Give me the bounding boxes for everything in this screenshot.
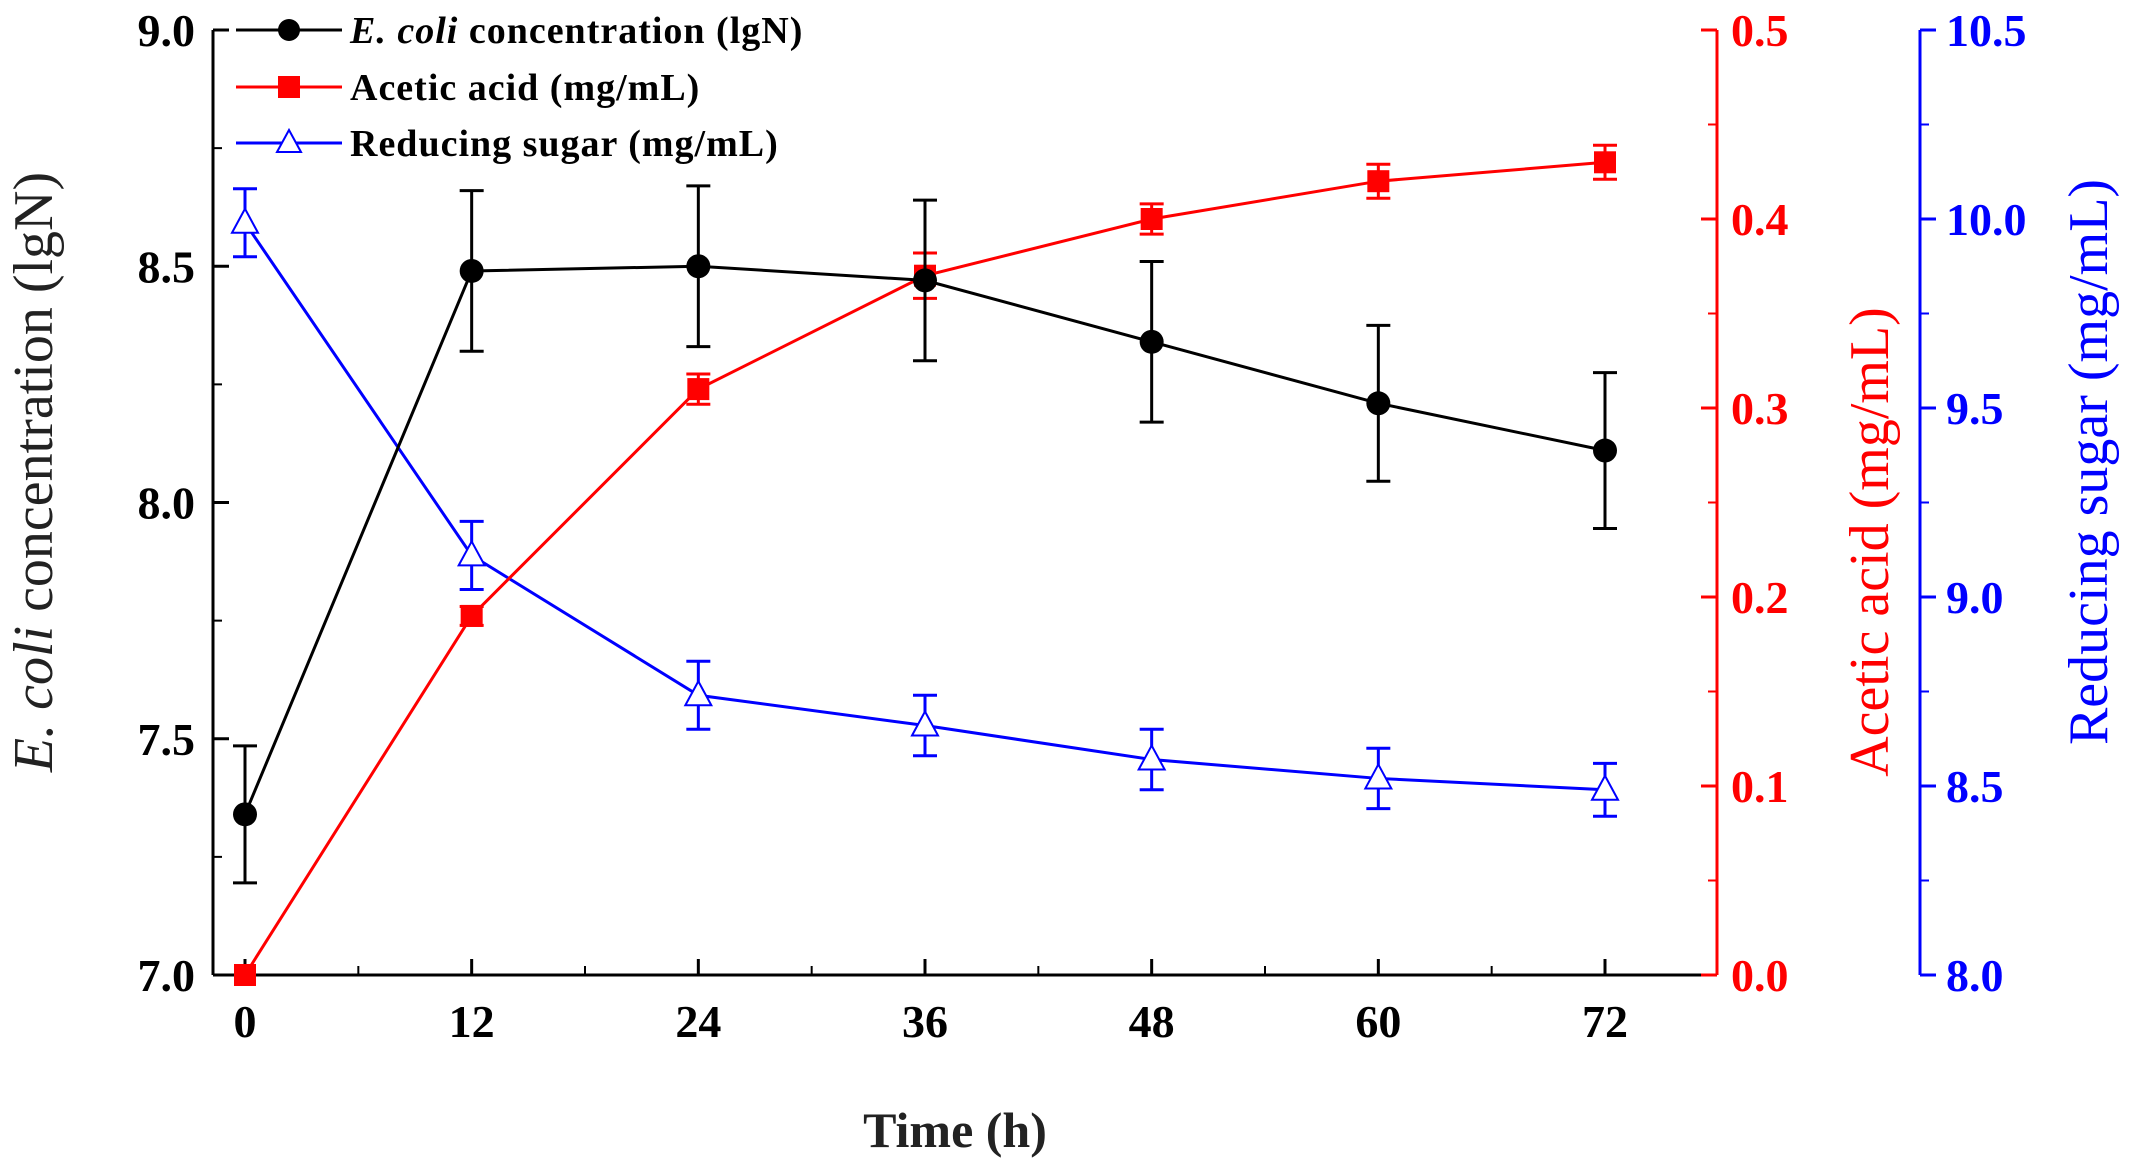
x-tick-label: 36 xyxy=(902,996,948,1047)
legend-item-ecoli: E. coli concentration (lgN) xyxy=(236,10,803,52)
data-point xyxy=(459,258,484,283)
data-point xyxy=(1140,208,1163,230)
legend-marker-ecoli xyxy=(278,19,300,41)
data-point xyxy=(1366,391,1391,416)
x-axis: 0 12 24 36 48 60 72 xyxy=(234,959,1628,1047)
data-point xyxy=(1594,151,1616,174)
left-y-axis: 7.0 7.5 8.0 8.5 9.0 xyxy=(138,5,229,1001)
data-point xyxy=(910,709,940,737)
sugar-tick-label: 10.5 xyxy=(1946,5,2027,56)
sugar-tick-label: 10.0 xyxy=(1946,194,2027,245)
legend-marker-sugar xyxy=(275,127,303,153)
legend-item-sugar: Reducing sugar (mg/mL) xyxy=(236,123,779,165)
legend-item-acetic: Acetic acid (mg/mL) xyxy=(236,67,700,109)
legend: E. coli concentration (lgN) Acetic acid … xyxy=(236,10,803,165)
x-tick-label: 12 xyxy=(449,996,495,1047)
data-point xyxy=(1363,762,1394,790)
sugar-tick-label: 8.0 xyxy=(1946,950,2004,1001)
data-point xyxy=(233,802,257,827)
series-2 xyxy=(230,187,1620,818)
data-point xyxy=(683,679,714,707)
sugar-tick-label: 9.0 xyxy=(1946,572,2004,623)
data-point xyxy=(1367,170,1390,193)
data-point xyxy=(1139,329,1164,354)
data-point xyxy=(686,254,711,279)
legend-label-acetic: Acetic acid (mg/mL) xyxy=(350,67,700,109)
legend-label-sugar: Reducing sugar (mg/mL) xyxy=(350,123,779,165)
left-tick-label: 7.5 xyxy=(138,714,196,765)
acetic-acid-y-axis: 0.0 0.1 0.2 0.3 0.4 0.5 xyxy=(1701,5,1789,1001)
legend-label-ecoli-italic: E. coli xyxy=(349,10,458,52)
left-y-axis-title: E. coli concentration (lgN) xyxy=(3,172,65,773)
left-y-axis-title-italic: E. coli xyxy=(3,626,65,773)
acetic-tick-label: 0.0 xyxy=(1731,950,1789,1001)
x-tick-label: 24 xyxy=(675,996,721,1047)
acetic-tick-label: 0.2 xyxy=(1731,572,1789,623)
left-tick-label: 9.0 xyxy=(138,5,196,56)
data-point xyxy=(234,964,256,986)
acetic-tick-label: 0.3 xyxy=(1731,383,1789,434)
x-tick-label: 0 xyxy=(234,996,257,1047)
data-point xyxy=(1593,438,1617,463)
reducing-sugar-axis-title: Reducing sugar (mg/mL) xyxy=(2058,179,2120,745)
acetic-tick-label: 0.1 xyxy=(1731,761,1789,812)
left-tick-label: 7.0 xyxy=(138,950,196,1001)
data-point xyxy=(460,604,483,627)
x-axis-title: Time (h) xyxy=(863,1102,1047,1158)
series-layer xyxy=(230,143,1620,986)
data-point xyxy=(913,268,937,293)
left-tick-label: 8.5 xyxy=(138,241,196,292)
legend-marker-acetic xyxy=(278,76,300,98)
legend-label-ecoli: E. coli concentration (lgN) xyxy=(349,10,803,52)
left-y-axis-title-rest: concentration (lgN) xyxy=(3,172,65,626)
x-tick-label: 72 xyxy=(1582,996,1628,1047)
data-point xyxy=(230,206,260,234)
data-point xyxy=(1136,743,1167,771)
reducing-sugar-y-axis: 8.0 8.5 9.0 9.5 10.0 10.5 xyxy=(1920,5,2027,1001)
series-0 xyxy=(233,184,1617,885)
data-point xyxy=(456,539,487,567)
legend-label-ecoli-rest: concentration (lgN) xyxy=(458,10,803,52)
acetic-tick-label: 0.5 xyxy=(1731,5,1789,56)
acetic-tick-label: 0.4 xyxy=(1731,194,1789,245)
data-point xyxy=(1590,773,1620,801)
acetic-acid-axis-title: Acetic acid (mg/mL) xyxy=(1839,307,1901,777)
x-tick-label: 48 xyxy=(1129,996,1175,1047)
sugar-tick-label: 8.5 xyxy=(1946,761,2004,812)
sugar-tick-label: 9.5 xyxy=(1946,383,2004,434)
x-tick-label: 60 xyxy=(1355,996,1401,1047)
left-tick-label: 8.0 xyxy=(138,478,196,529)
data-point xyxy=(687,378,710,401)
